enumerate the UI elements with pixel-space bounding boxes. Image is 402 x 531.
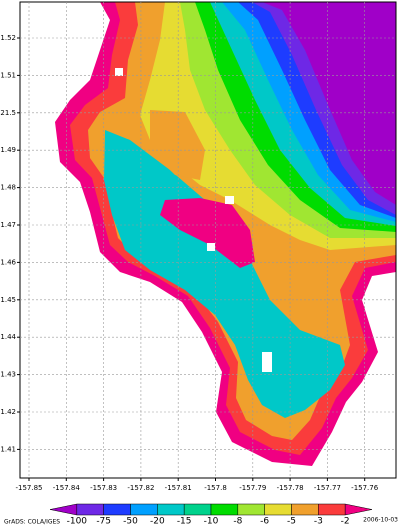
colorbar-label: -8 (233, 517, 242, 527)
x-tick-label: -157.76 (351, 484, 379, 492)
y-tick-label: 21.48 (0, 184, 16, 192)
colorbar-label: -5 (287, 517, 296, 527)
colorbar-label: -6 (260, 517, 269, 527)
x-tick-label: -157.85 (15, 484, 42, 492)
colorbar-label: -2 (341, 517, 350, 527)
y-tick-label: 21.43 (0, 371, 16, 379)
colorbar-swatch (130, 503, 158, 516)
contour-fill (104, 130, 345, 418)
colorbar-swatch (344, 503, 373, 516)
colorbar-swatch (157, 503, 185, 516)
y-tick-label: 21.49 (0, 146, 16, 154)
x-tick-label: -157.78 (277, 484, 304, 492)
y-tick-label: 21.52 (0, 34, 16, 42)
colorbar-swatch (291, 503, 319, 516)
no-data (225, 196, 234, 204)
colorbar-label: -10 (204, 517, 219, 527)
credit: GrADS: COLA/IGES (4, 519, 60, 526)
y-tick-label: 21.51 (0, 71, 16, 79)
x-tick-label: -157.8 (204, 484, 227, 492)
colorbar-label: -3 (314, 517, 323, 527)
x-tick-label: -157.77 (314, 484, 341, 492)
y-tick-label: 21.42 (0, 408, 16, 416)
colorbar-label: -50 (123, 517, 138, 527)
contour-fill (262, 2, 396, 205)
colorbar-label: -20 (150, 517, 165, 527)
x-tick-label: -157.83 (90, 484, 117, 492)
plot-frame (19, 1, 397, 479)
y-tick-label: 21.46 (0, 258, 17, 266)
colorbar-label: -100 (67, 517, 88, 527)
colorbar-swatch (103, 503, 131, 516)
date: 2006-10-03 (363, 517, 398, 524)
y-tick-label: 21.41 (0, 445, 16, 453)
colorbar-swatch (210, 503, 239, 516)
colorbar-swatch (183, 503, 212, 516)
y-tick-label: 21.44 (0, 333, 17, 341)
x-tick-label: -157.81 (165, 484, 192, 492)
colorbar-label: -75 (96, 517, 111, 527)
y-tick-label: 21.5 (0, 109, 16, 117)
y-tick-label: 21.47 (0, 221, 16, 229)
depth-field (55, 2, 396, 466)
contour-fill (150, 110, 205, 180)
x-tick-label: -157.84 (53, 484, 81, 492)
colorbar-swatch (237, 503, 265, 516)
colorbar-swatch (76, 503, 104, 516)
x-tick-label: -157.82 (127, 484, 154, 492)
no-data (207, 243, 215, 251)
no-data (115, 68, 123, 76)
colorbar-label: -15 (177, 517, 192, 527)
y-tick-label: 21.45 (0, 296, 16, 304)
no-data (262, 352, 272, 372)
colorbar-swatch (264, 503, 292, 516)
colorbar-swatch (318, 503, 346, 516)
x-tick-label: -157.79 (239, 484, 266, 492)
contour-fill (160, 198, 255, 268)
